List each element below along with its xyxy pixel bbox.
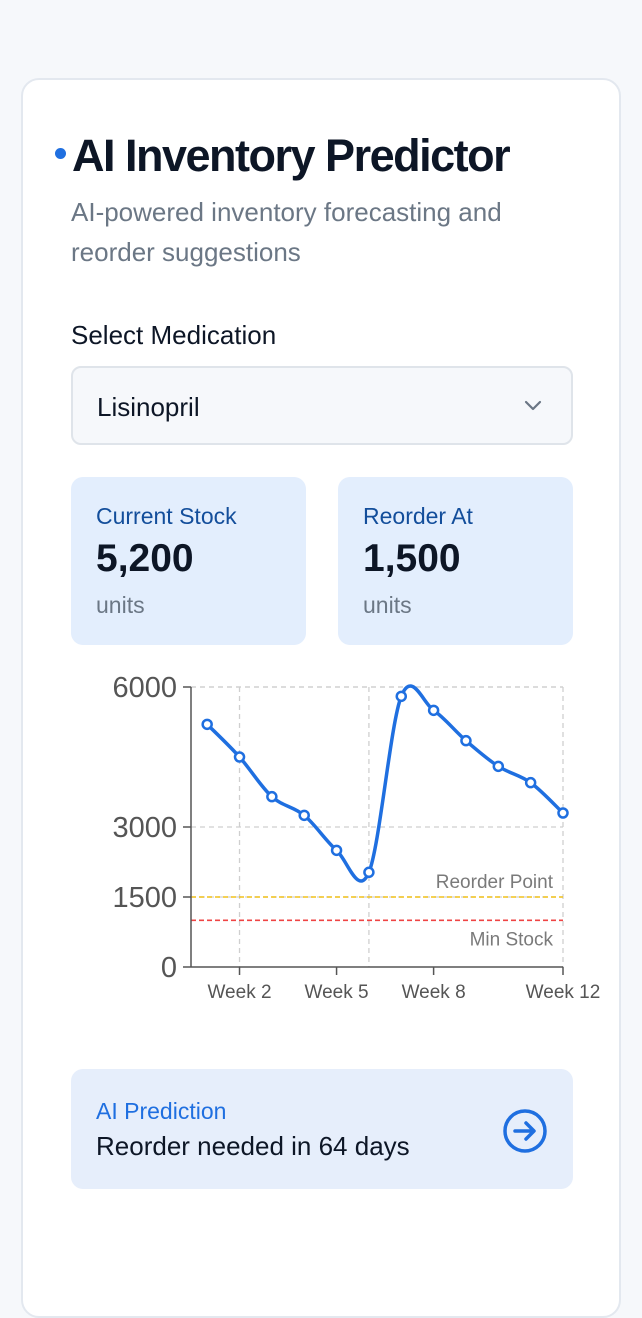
reference-label-min-stock: Min Stock: [470, 929, 554, 950]
stock-forecast-chart: Reorder Point Min Stock 0 1500 3000 6000 Week …: [112, 672, 601, 1003]
x-tick-label: Week 2: [207, 982, 271, 1003]
data-point: [266, 790, 278, 803]
ai-prediction-label: AI Prediction: [96, 1098, 227, 1124]
data-point: [233, 751, 246, 763]
ai-prediction-card[interactable]: AI Prediction Reorder needed in 64 days: [71, 1069, 573, 1189]
data-point: [395, 690, 408, 703]
page-subtitle: AI-powered inventory forecasting and reo…: [71, 197, 502, 267]
reorder-at-label: Reorder At: [363, 503, 473, 529]
data-point: [363, 866, 375, 879]
ai-prediction-text: Reorder needed in 64 days: [96, 1131, 410, 1161]
x-tick-label: Week 12: [526, 982, 601, 1003]
reference-label-reorder-point: Reorder Point: [436, 872, 554, 893]
x-tick-label: Week 8: [402, 982, 466, 1003]
data-point: [298, 809, 310, 822]
arrow-right-circle-icon[interactable]: [501, 1107, 549, 1155]
reorder-at-unit: units: [363, 592, 412, 618]
data-point: [427, 704, 440, 717]
current-stock-card: Current Stock 5,200 units: [71, 477, 306, 645]
x-tick-label: Week 5: [305, 982, 369, 1003]
title-dot-icon: [55, 147, 66, 159]
medication-select-value: Lisinopril: [97, 392, 200, 422]
page-title: AI Inventory Predictor: [72, 130, 511, 181]
reorder-at-card: Reorder At 1,500 units: [338, 477, 573, 645]
current-stock-unit: units: [96, 592, 145, 618]
title-row: AI Inventory Predictor: [55, 130, 511, 182]
data-point: [330, 844, 343, 857]
current-stock-value: 5,200: [96, 537, 194, 580]
data-point: [557, 807, 569, 819]
stock-series-line: [205, 684, 565, 883]
inventory-card: AI Inventory Predictor AI-powered invent…: [21, 78, 621, 1318]
y-tick-label: 1500: [112, 882, 177, 914]
medication-select[interactable]: Lisinopril: [71, 366, 573, 445]
y-tick-label: 0: [161, 952, 177, 984]
medication-select-label: Select Medication: [71, 320, 277, 350]
chevron-down-icon: [524, 400, 542, 411]
reorder-at-value: 1,500: [363, 537, 461, 580]
data-point: [492, 760, 505, 773]
current-stock-label: Current Stock: [96, 503, 237, 529]
data-point: [201, 718, 213, 731]
y-tick-label: 6000: [112, 672, 177, 704]
data-point: [460, 734, 472, 747]
y-tick-label: 3000: [112, 812, 177, 844]
data-point: [524, 776, 537, 789]
